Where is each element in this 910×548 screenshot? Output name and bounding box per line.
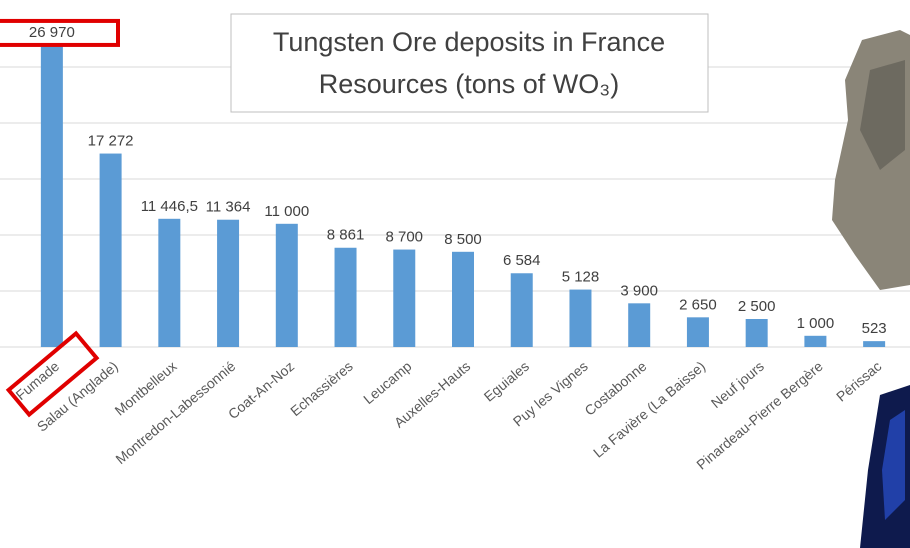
chart-subtitle: Resources (tons of WO₃) [319, 69, 620, 99]
value-label: 11 364 [206, 199, 251, 216]
value-label: 8 700 [385, 229, 423, 246]
bar [41, 45, 63, 347]
value-label: 11 446,5 [141, 198, 198, 215]
chart: 26 970Fumade17 272Salau (Anglade)11 446,… [0, 0, 910, 548]
value-label: 523 [862, 320, 887, 337]
bar [100, 154, 122, 347]
value-label: 1 000 [797, 315, 835, 332]
value-label: 3 900 [620, 282, 658, 299]
value-label: 11 000 [264, 203, 309, 220]
value-label: 5 128 [562, 269, 600, 286]
bar [569, 290, 591, 347]
bar [511, 273, 533, 347]
value-label: 2 500 [738, 298, 776, 315]
bar [335, 248, 357, 347]
bar [746, 319, 768, 347]
bar [863, 341, 885, 347]
value-label: 17 272 [88, 133, 134, 150]
value-label: 8 861 [327, 227, 365, 244]
page: 26 970Fumade17 272Salau (Anglade)11 446,… [0, 0, 910, 548]
bar [158, 219, 180, 347]
value-label: 26 970 [29, 24, 75, 41]
value-label: 2 650 [679, 296, 717, 313]
bar [217, 220, 239, 347]
chart-title: Tungsten Ore deposits in France [273, 27, 665, 57]
value-label: 6 584 [503, 252, 541, 269]
value-label: 8 500 [444, 231, 482, 248]
bar [628, 303, 650, 347]
bar [804, 336, 826, 347]
bar [276, 224, 298, 347]
bar [452, 252, 474, 347]
bar [393, 250, 415, 347]
bar [687, 317, 709, 347]
